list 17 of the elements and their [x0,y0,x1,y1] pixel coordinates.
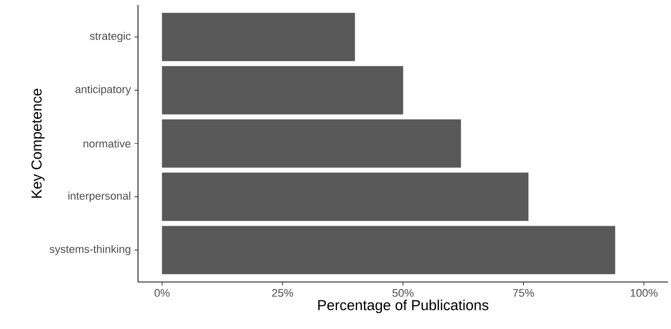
bar [162,12,355,62]
x-axis-title: Percentage of Publications [318,300,488,314]
bar [162,66,404,114]
y-tick-label: anticipatory [75,85,131,96]
bar [162,119,461,168]
bar [162,172,528,221]
y-tick-label: interpersonal [68,192,130,202]
x-tick-label: 100% [630,289,658,297]
y-tick-label: systems-thinking [50,244,130,256]
y-tick-label: normative [84,139,130,148]
bar [162,226,616,274]
x-tick-label: 0% [154,289,170,297]
x-tick-label: 75% [513,289,534,297]
x-tick-label: 50% [392,289,414,297]
x-tick-label: 25% [272,289,294,297]
y-tick-label: strategic [90,32,131,42]
y-axis-title: Key Competence [31,88,45,198]
